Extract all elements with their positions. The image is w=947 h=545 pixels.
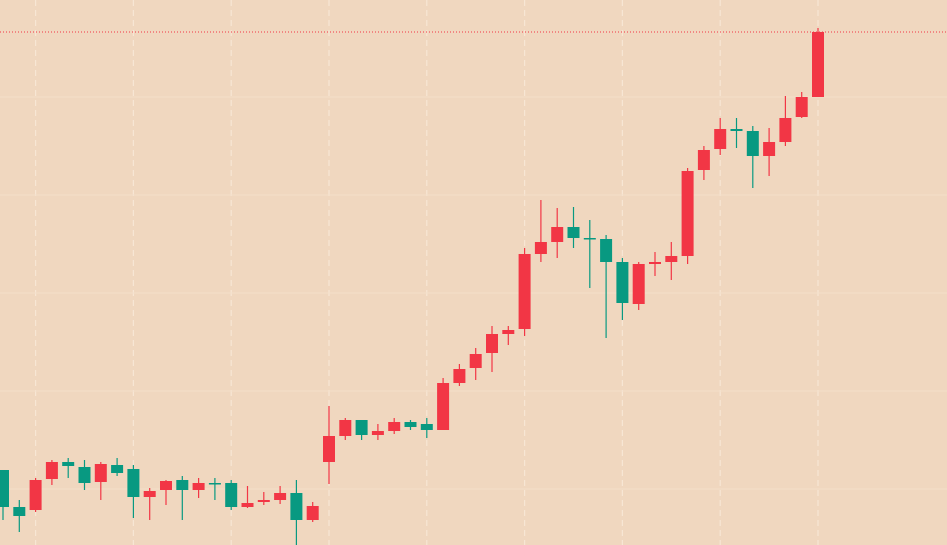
candle-body <box>94 464 107 482</box>
candle-body <box>681 171 694 256</box>
candle-body <box>225 483 238 507</box>
candle-body <box>486 334 498 353</box>
candle-body <box>649 262 661 264</box>
candle-body <box>290 493 303 520</box>
candle-body <box>78 467 91 483</box>
candle-body <box>257 500 270 502</box>
candle-body <box>730 129 743 131</box>
candle-body <box>534 242 547 254</box>
candle-body <box>323 436 335 462</box>
candle-body <box>274 493 287 500</box>
candle-body <box>665 256 678 262</box>
candle-body <box>616 262 629 303</box>
candle-body <box>795 97 808 117</box>
candle-body <box>518 254 531 329</box>
candle-body <box>29 480 42 510</box>
candle-body <box>45 462 58 479</box>
candle-body <box>567 227 580 238</box>
candle-body <box>176 480 189 490</box>
candle-body <box>355 420 368 435</box>
candle-body <box>371 431 384 435</box>
candle-body <box>0 470 9 507</box>
candle-body <box>127 469 140 497</box>
candle-body <box>746 131 759 156</box>
candle-body <box>13 507 26 516</box>
candle-body <box>763 142 776 156</box>
candle-body <box>812 32 824 97</box>
candle-body <box>143 491 156 497</box>
candle-body <box>453 369 466 383</box>
candle-body <box>420 424 433 430</box>
candle-body <box>62 462 75 466</box>
candle-body <box>388 422 401 431</box>
candle-body <box>469 354 482 368</box>
candle-body <box>551 227 564 242</box>
candle-body <box>583 238 596 240</box>
candle-body <box>404 422 417 427</box>
candle-body <box>111 465 124 473</box>
candle-body <box>714 129 727 149</box>
candle-body <box>160 481 172 490</box>
candle-body <box>437 383 450 430</box>
candle-body <box>697 150 710 170</box>
candle-body <box>241 503 254 507</box>
candle-body <box>339 420 352 436</box>
candle-body <box>779 118 792 142</box>
candle-body <box>600 239 613 262</box>
candle-body <box>632 264 645 304</box>
candle-body <box>502 330 515 334</box>
candle-body <box>306 506 319 520</box>
candle-body <box>208 483 221 485</box>
candle-body <box>192 483 205 490</box>
